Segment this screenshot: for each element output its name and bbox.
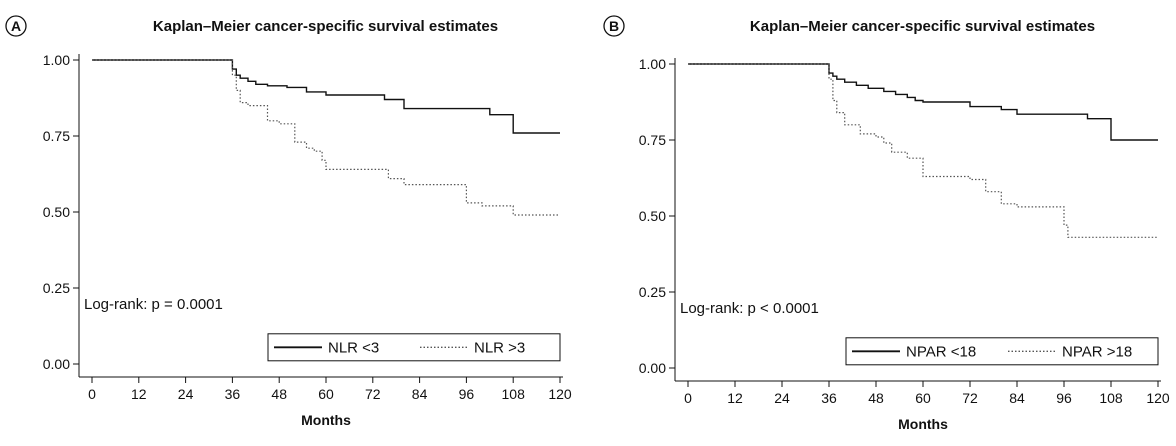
- y-tick-label: 1.00: [43, 52, 70, 68]
- x-tick-label: 24: [178, 386, 194, 402]
- panel-a: A Kaplan–Meier cancer-specific survival e…: [5, 15, 572, 428]
- x-tick-label: 84: [412, 386, 428, 402]
- series-line-1: [92, 59, 560, 134]
- chart-title: Kaplan–Meier cancer-specific survival es…: [153, 18, 498, 35]
- panel-b: B Kaplan–Meier cancer-specific survival e…: [603, 15, 1170, 432]
- panel-letter: A: [11, 18, 21, 34]
- x-tick-label: 12: [131, 386, 147, 402]
- x-tick-label: 120: [548, 386, 572, 402]
- series-line-1: [688, 63, 1158, 141]
- y-tick-label: 0.00: [639, 360, 666, 376]
- y-tick-label: 0.75: [43, 128, 70, 144]
- x-tick-label: 0: [88, 386, 96, 402]
- x-tick-label: 60: [915, 390, 931, 406]
- series-line-2: [688, 63, 1158, 238]
- x-axis-label: Months: [301, 412, 351, 428]
- x-tick-label: 24: [774, 390, 790, 406]
- x-axis-label: Months: [898, 416, 948, 432]
- x-tick-label: 0: [684, 390, 692, 406]
- x-tick-label: 36: [225, 386, 241, 402]
- x-tick-label: 72: [962, 390, 978, 406]
- y-tick-label: 0.25: [43, 280, 70, 296]
- legend-label-1: NLR <3: [328, 339, 379, 356]
- x-tick-label: 48: [868, 390, 884, 406]
- x-tick-label: 108: [1099, 390, 1123, 406]
- x-tick-label: 72: [365, 386, 381, 402]
- logrank-annotation: Log-rank: p < 0.0001: [680, 300, 819, 317]
- y-tick-label: 0.00: [43, 356, 70, 372]
- y-tick-label: 0.50: [43, 204, 70, 220]
- x-tick-label: 84: [1009, 390, 1025, 406]
- x-tick-label: 108: [502, 386, 526, 402]
- logrank-annotation: Log-rank: p = 0.0001: [84, 296, 223, 313]
- chart-title: Kaplan–Meier cancer-specific survival es…: [750, 18, 1095, 35]
- x-tick-label: 96: [459, 386, 475, 402]
- series-line-2: [92, 59, 560, 216]
- y-tick-label: 1.00: [639, 56, 666, 72]
- y-tick-label: 0.50: [639, 208, 666, 224]
- x-tick-label: 60: [318, 386, 334, 402]
- panel-letter-circle: [603, 15, 625, 37]
- legend-label-2: NLR >3: [474, 339, 525, 356]
- panel-letter-circle: [5, 15, 27, 37]
- x-tick-label: 96: [1056, 390, 1072, 406]
- x-tick-label: 120: [1146, 390, 1170, 406]
- x-tick-label: 48: [271, 386, 287, 402]
- y-tick-label: 0.25: [639, 284, 666, 300]
- legend-label-1: NPAR <18: [906, 343, 976, 360]
- x-tick-label: 12: [727, 390, 743, 406]
- legend-label-2: NPAR >18: [1062, 343, 1132, 360]
- x-tick-label: 36: [821, 390, 837, 406]
- y-tick-label: 0.75: [639, 132, 666, 148]
- panel-letter: B: [609, 18, 619, 34]
